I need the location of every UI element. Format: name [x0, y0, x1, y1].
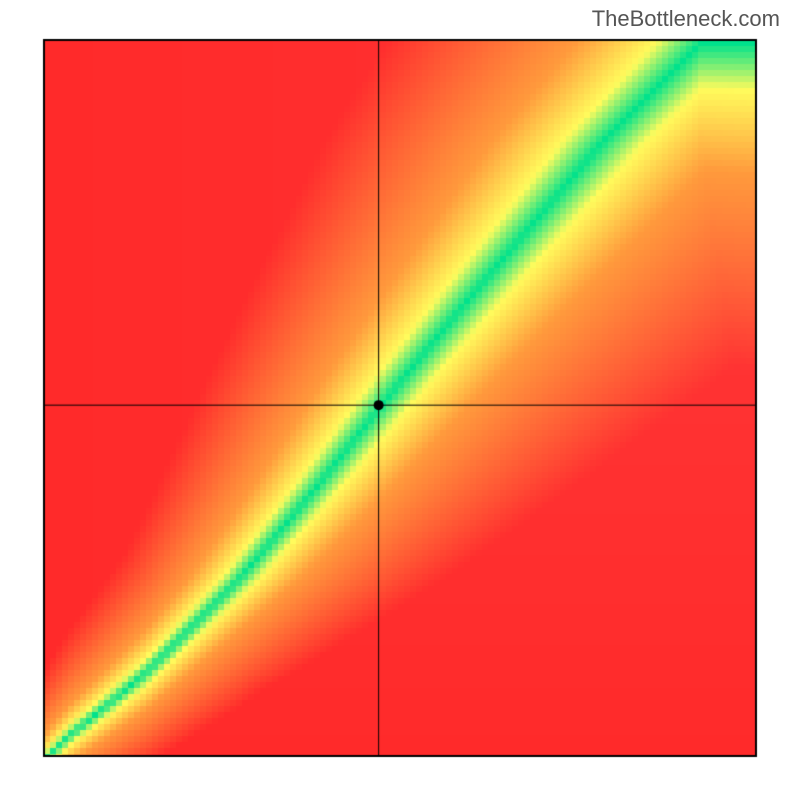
chart-container: TheBottleneck.com — [0, 0, 800, 800]
heatmap-canvas — [0, 0, 800, 800]
watermark-text: TheBottleneck.com — [592, 6, 780, 32]
